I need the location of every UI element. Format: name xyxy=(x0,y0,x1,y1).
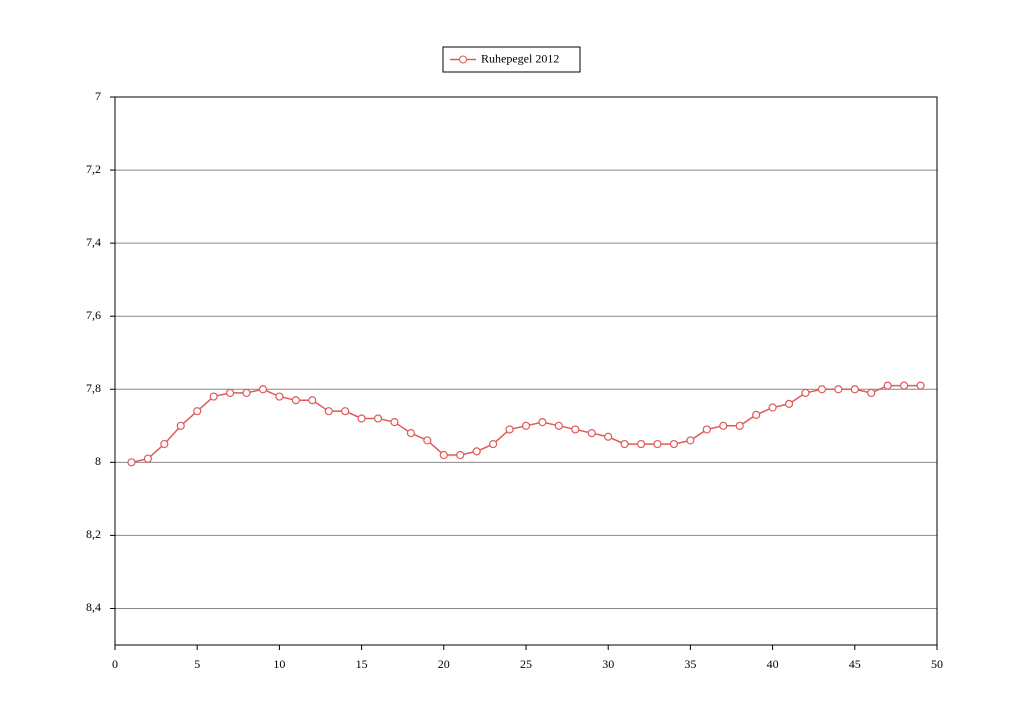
data-point xyxy=(291,396,300,405)
data-point xyxy=(209,392,218,401)
data-point xyxy=(686,436,695,445)
data-point xyxy=(439,450,448,460)
data-point xyxy=(900,381,909,390)
data-point xyxy=(324,407,333,416)
data-point xyxy=(834,385,843,394)
x-tick-label: 0 xyxy=(112,657,118,671)
data-point xyxy=(258,385,268,394)
data-point xyxy=(653,439,662,449)
data-point xyxy=(193,407,202,416)
data-point xyxy=(341,407,350,416)
legend-marker xyxy=(459,55,467,64)
data-point xyxy=(505,425,514,434)
data-point xyxy=(160,439,169,449)
data-point xyxy=(817,385,827,394)
x-tick-label: 40 xyxy=(767,657,779,671)
data-point xyxy=(883,381,892,390)
y-tick-label: 7,8 xyxy=(86,381,101,395)
y-tick-label: 8,2 xyxy=(86,527,101,541)
y-tick-label: 7,2 xyxy=(86,162,101,176)
data-point xyxy=(916,381,925,390)
data-point xyxy=(423,436,432,445)
data-point xyxy=(669,439,679,449)
plot-frame xyxy=(114,96,938,646)
data-point xyxy=(735,421,744,430)
x-tick-label: 25 xyxy=(520,657,532,671)
data-point xyxy=(472,447,481,456)
data-point xyxy=(719,421,728,430)
data-point xyxy=(604,432,613,441)
data-point xyxy=(867,388,876,398)
data-point xyxy=(127,458,136,467)
y-tick-label: 7 xyxy=(95,89,101,103)
data-point xyxy=(554,421,563,430)
x-tick-label: 5 xyxy=(194,657,200,671)
y-tick-label: 7,4 xyxy=(86,235,101,249)
data-point xyxy=(620,439,629,449)
data-point xyxy=(636,439,646,449)
data-point xyxy=(225,388,235,398)
data-point xyxy=(850,385,859,394)
x-tick-label: 10 xyxy=(273,657,285,671)
data-point xyxy=(489,439,498,449)
x-tick-label: 30 xyxy=(602,657,614,671)
data-point xyxy=(702,425,711,434)
x-tick-label: 20 xyxy=(438,657,450,671)
data-point xyxy=(768,403,777,412)
data-point xyxy=(538,418,547,427)
x-tick-label: 15 xyxy=(356,657,368,671)
data-point xyxy=(357,414,366,423)
data-point xyxy=(521,421,531,430)
x-tick-label: 35 xyxy=(684,657,696,671)
data-point xyxy=(373,414,383,423)
x-tick-label: 45 xyxy=(849,657,861,671)
y-tick-label: 7,6 xyxy=(86,308,101,322)
data-point xyxy=(143,454,152,463)
data-point xyxy=(176,421,185,430)
y-tick-label: 8 xyxy=(95,454,101,468)
data-point xyxy=(242,388,251,398)
data-point xyxy=(308,396,317,405)
data-point xyxy=(456,450,465,460)
y-tick-label: 8,4 xyxy=(86,600,101,614)
data-point xyxy=(784,399,794,408)
data-point xyxy=(390,418,399,427)
data-point xyxy=(275,392,284,401)
data-point xyxy=(587,429,596,438)
data-point xyxy=(801,388,810,398)
x-tick-label: 50 xyxy=(931,657,943,671)
data-point xyxy=(406,429,416,438)
data-point xyxy=(571,425,580,434)
legend-label: Ruhepegel 2012 xyxy=(481,51,559,65)
data-point xyxy=(752,410,761,419)
